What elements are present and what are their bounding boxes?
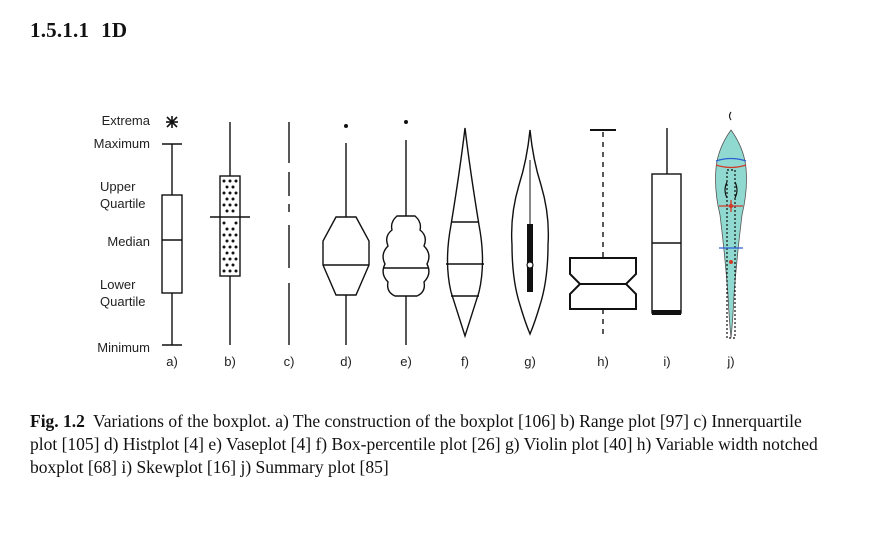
section-heading: 1.5.1.1 1D bbox=[30, 18, 127, 43]
label-minimum: Minimum bbox=[97, 340, 150, 355]
panel-label-i: i) bbox=[663, 354, 670, 369]
outlier-dot bbox=[404, 120, 408, 124]
summary-median-dot bbox=[729, 260, 733, 264]
panel-d-histplot bbox=[322, 124, 370, 345]
boxplot-variations-figure: Extrema Maximum Upper Quartile Median Lo… bbox=[0, 100, 876, 380]
range-plot-dots bbox=[222, 179, 238, 273]
panel-g-violin-plot bbox=[510, 129, 550, 336]
label-lower-quartile-1: Lower bbox=[100, 277, 136, 292]
extrema-asterisk bbox=[166, 116, 178, 128]
caption-label: Fig. 1.2 bbox=[30, 411, 85, 431]
panel-i-skewplot bbox=[651, 128, 682, 315]
row-labels: Extrema Maximum Upper Quartile Median Lo… bbox=[94, 113, 151, 355]
panel-h-notched-boxplot bbox=[569, 129, 637, 338]
label-extrema: Extrema bbox=[102, 113, 151, 128]
panel-label-c: c) bbox=[284, 354, 295, 369]
outlier-dot bbox=[344, 124, 348, 128]
violin-inner-box bbox=[527, 224, 533, 292]
panel-b-range-plot bbox=[210, 122, 250, 345]
panel-label-e: e) bbox=[400, 354, 412, 369]
label-maximum: Maximum bbox=[94, 136, 150, 151]
caption-text: Variations of the boxplot. a) The constr… bbox=[30, 411, 818, 477]
panel-label-h: h) bbox=[597, 354, 609, 369]
label-upper-quartile-1: Upper bbox=[100, 179, 136, 194]
label-upper-quartile-2: Quartile bbox=[100, 196, 146, 211]
panel-label-g: g) bbox=[524, 354, 536, 369]
section-title: 1D bbox=[101, 18, 128, 42]
panel-label-j: j) bbox=[726, 354, 734, 369]
panel-j-summary-plot bbox=[715, 111, 747, 339]
summary-mean-dot bbox=[728, 203, 734, 209]
section-number: 1.5.1.1 bbox=[30, 18, 90, 42]
panel-label-f: f) bbox=[461, 354, 469, 369]
skewplot-base bbox=[652, 310, 681, 315]
panel-f-box-percentile-plot bbox=[446, 127, 484, 339]
panel-e-vaseplot bbox=[382, 120, 430, 345]
label-median: Median bbox=[107, 234, 150, 249]
panel-label-a: a) bbox=[166, 354, 178, 369]
panel-a-boxplot bbox=[161, 116, 183, 346]
panel-labels: a) b) c) d) e) f) g) h) i) j) bbox=[166, 354, 734, 369]
panel-label-d: d) bbox=[340, 354, 352, 369]
violin-median-dot bbox=[526, 261, 534, 269]
panel-label-b: b) bbox=[224, 354, 236, 369]
label-lower-quartile-2: Quartile bbox=[100, 294, 146, 309]
figure-caption: Fig. 1.2 Variations of the boxplot. a) T… bbox=[30, 410, 830, 479]
